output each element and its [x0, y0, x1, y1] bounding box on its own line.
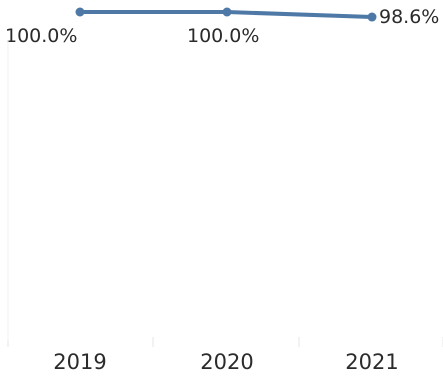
data-point-2019[interactable]	[75, 7, 85, 17]
data-label-2019: 100.0%	[5, 25, 77, 47]
x-axis: 2019 2020 2021	[7, 40, 443, 374]
plot-area: 100.0% 100.0% 98.6%	[5, 6, 439, 47]
x-tick-label-2021: 2021	[345, 350, 398, 374]
data-label-2020: 100.0%	[187, 25, 259, 47]
data-point-2021[interactable]	[367, 12, 377, 22]
x-tick-label-2019: 2019	[53, 350, 106, 374]
x-tick-label-2020: 2020	[200, 350, 253, 374]
data-point-2020[interactable]	[222, 7, 232, 17]
data-label-2021: 98.6%	[379, 6, 439, 28]
